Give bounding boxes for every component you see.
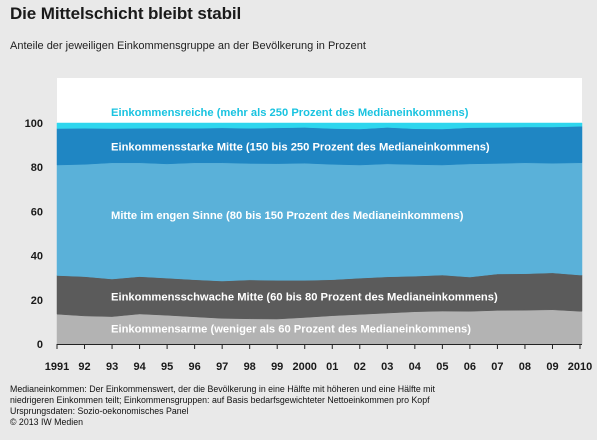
- footnote-line-3: Ursprungsdaten: Sozio-oekonomisches Pane…: [10, 406, 189, 416]
- y-tick-label-40: 40: [31, 251, 43, 263]
- x-tick-label-02: 02: [354, 361, 366, 373]
- x-tick-label-08: 08: [519, 361, 531, 373]
- x-tick-label-2010: 2010: [568, 361, 592, 373]
- x-tick-label-07: 07: [491, 361, 503, 373]
- page-title: Die Mittelschicht bleibt stabil: [10, 4, 242, 23]
- series-label-3: Mitte im engen Sinne (80 bis 150 Prozent…: [111, 210, 464, 222]
- x-tick-label-93: 93: [106, 361, 118, 373]
- y-tick-label-100: 100: [25, 118, 43, 130]
- area-series-3: [56, 162, 583, 282]
- x-tick-label-06: 06: [464, 361, 476, 373]
- x-tick-label-94: 94: [133, 361, 146, 373]
- series-label-2: Einkommensschwache Mitte (60 bis 80 Proz…: [111, 292, 498, 304]
- series-label-5: Einkommensreiche (mehr als 250 Prozent d…: [111, 107, 469, 119]
- y-tick-label-60: 60: [31, 206, 43, 218]
- x-tick-label-2000: 2000: [292, 361, 316, 373]
- x-tick-label-03: 03: [381, 361, 393, 373]
- x-tick-label-04: 04: [409, 361, 422, 373]
- x-tick-label-95: 95: [161, 361, 173, 373]
- series-label-1: Einkommensarme (weniger als 60 Prozent d…: [111, 324, 471, 336]
- footnote-line-1: Medianeinkommen: Der Einkommenswert, der…: [10, 384, 435, 394]
- x-tick-label-92: 92: [78, 361, 90, 373]
- x-tick-label-1991: 1991: [45, 361, 69, 373]
- x-tick-label-96: 96: [188, 361, 200, 373]
- y-tick-label-80: 80: [31, 162, 43, 174]
- y-tick-label-0: 0: [37, 339, 43, 351]
- x-tick-label-99: 99: [271, 361, 283, 373]
- x-tick-label-05: 05: [436, 361, 448, 373]
- area-series-5: [56, 122, 583, 130]
- x-tick-label-01: 01: [326, 361, 338, 373]
- footnote: Medianeinkommen: Der Einkommenswert, der…: [10, 384, 590, 428]
- chart-subtitle: Anteile der jeweiligen Einkommensgruppe …: [10, 40, 366, 52]
- series-label-4: Einkommensstarke Mitte (150 bis 250 Proz…: [111, 141, 490, 153]
- x-tick-label-98: 98: [244, 361, 256, 373]
- x-tick-label-97: 97: [216, 361, 228, 373]
- y-tick-label-20: 20: [31, 295, 43, 307]
- footnote-copyright: © 2013 IW Medien: [10, 417, 83, 427]
- footnote-line-2: niedrigeren Einkommen teilt; Einkommensg…: [10, 395, 430, 405]
- x-tick-label-09: 09: [546, 361, 558, 373]
